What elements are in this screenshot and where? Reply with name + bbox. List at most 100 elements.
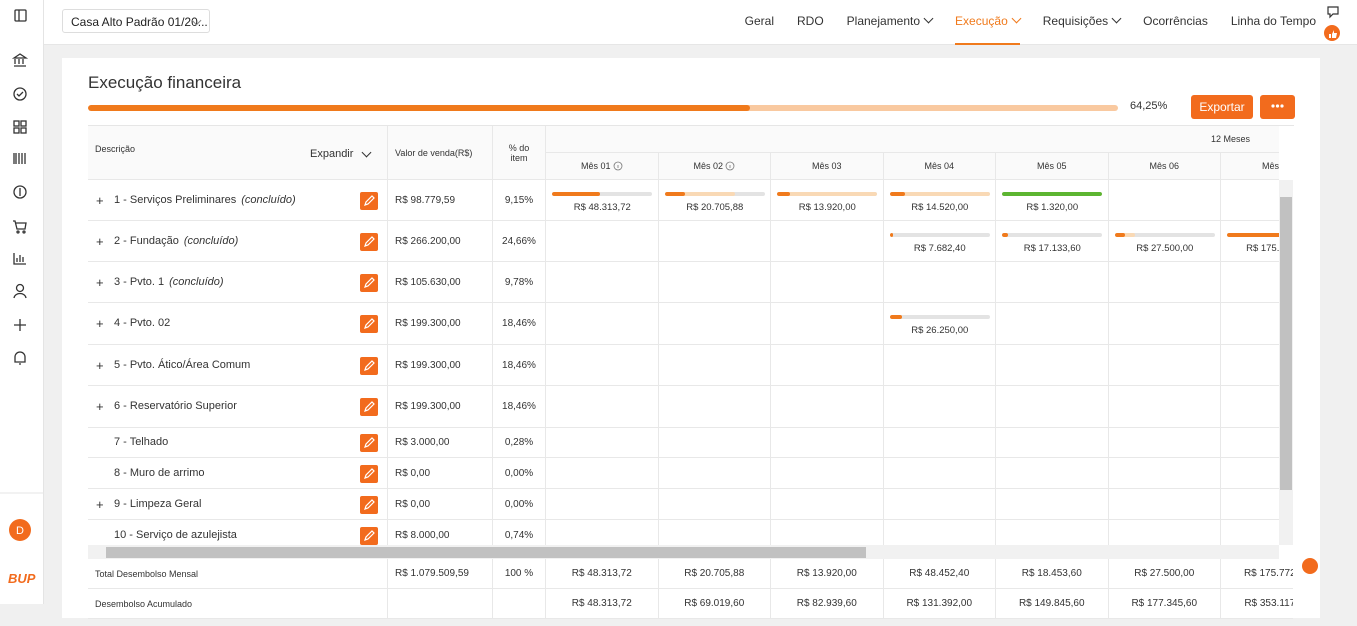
month-cell <box>996 458 1109 489</box>
month-cell <box>771 303 884 345</box>
vertical-thumb[interactable] <box>1280 197 1292 490</box>
month-cell <box>1221 303 1279 345</box>
footer-percent <box>493 589 546 619</box>
nav-item[interactable]: Requisições <box>1043 0 1122 44</box>
month-cell <box>659 520 771 545</box>
nav-item[interactable]: Planejamento <box>846 0 934 44</box>
month-cell <box>1221 180 1279 221</box>
footer-month: R$ 27.500,00 <box>1108 559 1221 589</box>
row-label: 7 - Telhado <box>114 436 168 448</box>
row-description <box>88 180 388 221</box>
expand-row[interactable]: + <box>96 274 104 290</box>
footer-value: R$ 1.079.509,59 <box>388 559 493 589</box>
edit-button[interactable] <box>360 273 378 292</box>
bar-value: R$ 17.133,60 <box>1023 243 1081 254</box>
month-cell <box>1221 489 1279 520</box>
month-cell <box>658 428 771 458</box>
bar-planned <box>777 192 877 196</box>
table: Descrição Expandir Valor de venda(R$) % do … <box>88 125 1294 626</box>
footer-label: Total Desembolso Mensal <box>88 559 388 589</box>
info-icon[interactable] <box>611 161 623 171</box>
edit-button[interactable] <box>360 398 378 416</box>
sidebar-icons: D BUP <box>0 9 44 586</box>
footer-value <box>388 589 493 619</box>
footer-month: R$ 149.845,60 <box>996 589 1109 619</box>
edit-button[interactable] <box>360 464 378 483</box>
row-percent: 18,46% <box>493 345 546 386</box>
user-avatar[interactable]: D <box>16 525 24 537</box>
nav-item[interactable]: Ocorrências <box>1143 0 1208 44</box>
footer-month: R$ 48.452,40 <box>883 559 996 589</box>
expand-toggle[interactable]: Expandir <box>310 147 372 160</box>
expand-row[interactable]: + <box>96 233 104 249</box>
bar-track <box>1002 233 1102 237</box>
bar-track <box>664 192 765 196</box>
row-value: R$ 199.300,00 <box>388 345 493 386</box>
edit-button[interactable] <box>360 232 378 251</box>
row-description <box>88 345 388 386</box>
expand-row[interactable]: + <box>96 316 104 331</box>
footer-month: R$ 18.453,60 <box>996 559 1109 589</box>
edit-button[interactable] <box>360 191 378 210</box>
row-name: 5 - Pvto. Ático/Área Comum <box>114 358 251 371</box>
accessibility-button[interactable] <box>1302 558 1318 574</box>
month-cell <box>1221 345 1279 386</box>
row-label: 5 - Pvto. Ático/Área Comum <box>114 359 250 371</box>
bar-value: R$ 20.705,88 <box>686 202 744 213</box>
header-description <box>88 126 388 180</box>
bar-done <box>1002 192 1102 196</box>
pencil-icon <box>364 194 375 206</box>
nav-item[interactable]: Linha do Tempo <box>1231 0 1316 44</box>
horizontal-thumb[interactable] <box>106 547 866 558</box>
edit-button[interactable] <box>360 315 378 333</box>
nav-item[interactable]: Execução <box>955 0 1022 45</box>
month-cell <box>883 489 996 520</box>
month-cell <box>658 303 771 345</box>
bar-value: R$ 175.772,00 <box>1246 243 1279 254</box>
project-selector[interactable]: Casa Alto Padrão 01/20... <box>62 9 210 33</box>
month-cell: R$ 26.250,00 <box>883 303 996 345</box>
edit-button[interactable] <box>360 495 378 514</box>
month-cell <box>1221 428 1279 458</box>
pencil-icon <box>364 467 375 479</box>
row-label: 6 - Reservatório Superior <box>114 400 237 412</box>
bar-value: R$ 27.500,00 <box>1136 243 1194 254</box>
nav-item[interactable]: Geral <box>745 0 774 44</box>
expand-row[interactable]: + <box>96 399 104 414</box>
row-name: 1 - Serviços Preliminares <box>114 193 237 206</box>
nav-label: Ocorrências <box>1143 14 1208 28</box>
month-cell <box>1221 458 1279 489</box>
footer-month: R$ 20.705,88 <box>658 559 771 589</box>
row-description <box>88 221 388 262</box>
edit-button[interactable] <box>360 526 378 545</box>
row-status: (concluído) <box>183 234 239 247</box>
month-cell <box>1108 489 1221 520</box>
nav-label: Planejamento <box>846 14 921 28</box>
month-header: Mês 02 <box>658 153 771 180</box>
month-cell: R$ 13.920,00 <box>771 180 884 221</box>
month-cell <box>883 428 996 458</box>
nav-item[interactable]: RDO <box>797 0 824 44</box>
edit-button[interactable] <box>360 434 378 452</box>
more-button[interactable] <box>1260 95 1295 119</box>
bar-planned <box>889 192 990 196</box>
row-description <box>88 303 388 345</box>
row-name: 6 - Reservatório Superior <box>114 400 237 412</box>
header-description-label: Descrição <box>95 144 136 154</box>
row-percent: 0,28% <box>493 428 546 458</box>
pencil-icon <box>364 401 375 412</box>
month-cell <box>658 386 771 428</box>
month-cell <box>658 262 771 303</box>
row-label: 3 - Pvto. 1 (concluído) <box>114 276 224 288</box>
info-icon[interactable] <box>723 161 735 171</box>
bar-track <box>1002 192 1102 196</box>
edit-button[interactable] <box>360 356 378 375</box>
export-button[interactable]: Exportar <box>1191 95 1253 119</box>
month-cell <box>546 520 659 545</box>
expand-row[interactable]: + <box>96 357 104 373</box>
expand-row[interactable]: + <box>96 496 104 512</box>
month-cell <box>1108 386 1221 428</box>
month-cell <box>658 221 771 262</box>
month-cell <box>996 262 1109 303</box>
expand-row[interactable]: + <box>96 192 104 208</box>
